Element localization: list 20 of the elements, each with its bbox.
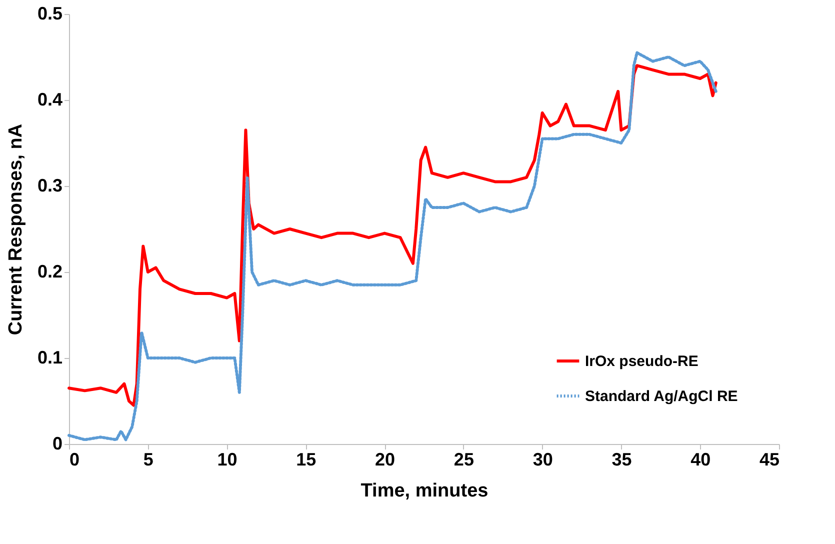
x-axis-title: Time, minutes — [360, 480, 488, 502]
x-tick-label: 35 — [612, 450, 632, 470]
x-tick-label: 10 — [217, 450, 238, 470]
y-axis-title: Current Responses, nA — [5, 124, 26, 336]
x-tick-label: 30 — [532, 450, 553, 470]
x-tick-label: 15 — [296, 450, 316, 470]
x-tick-label: 20 — [375, 450, 396, 470]
y-tick-label: 0 — [52, 434, 62, 454]
legend-label: IrOx pseudo-RE — [585, 353, 698, 370]
x-tick-label: 5 — [143, 450, 154, 470]
y-tick-label: 0.2 — [37, 262, 62, 282]
x-tick-label: 25 — [454, 450, 474, 470]
y-tick-label: 0.1 — [37, 348, 62, 368]
y-tick-label: 0.3 — [37, 176, 62, 196]
x-tick-label: 0 — [70, 450, 80, 470]
legend-label: Standard Ag/AgCl RE — [585, 388, 738, 405]
x-tick-label: 45 — [759, 450, 780, 470]
y-tick-label: 0.4 — [37, 90, 62, 110]
y-tick-label: 0.5 — [37, 4, 62, 24]
x-tick-label: 40 — [690, 450, 711, 470]
